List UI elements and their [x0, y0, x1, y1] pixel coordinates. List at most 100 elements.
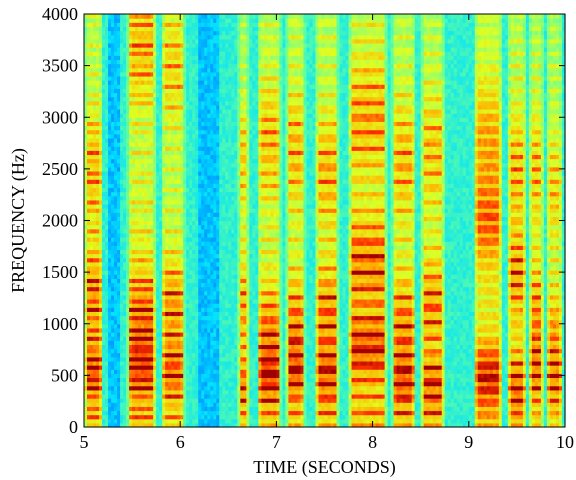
heatmap-cell	[96, 137, 100, 143]
heatmap-cell	[153, 261, 157, 267]
heatmap-cell	[204, 332, 208, 337]
heatmap-cell	[198, 220, 202, 226]
heatmap-cell	[213, 142, 217, 147]
heatmap-cell	[177, 121, 181, 127]
heatmap-cell	[201, 360, 205, 366]
heatmap-cell	[201, 121, 205, 127]
heatmap-cell	[174, 203, 178, 209]
heatmap-cell	[189, 307, 193, 312]
heatmap-cell	[162, 282, 166, 288]
heatmap-cell	[198, 373, 202, 379]
heatmap-cell	[186, 38, 190, 44]
heatmap-cell	[90, 22, 94, 27]
heatmap-cell	[150, 303, 154, 308]
heatmap-cell	[201, 241, 205, 246]
heatmap-cell	[195, 220, 199, 226]
heatmap-cell	[93, 422, 97, 428]
heatmap-cell	[201, 179, 205, 184]
heatmap-cell	[111, 113, 115, 118]
heatmap-cell	[210, 129, 214, 135]
heatmap-cell	[114, 270, 118, 275]
heatmap-cell	[177, 356, 181, 362]
heatmap-cell	[120, 418, 124, 424]
heatmap-cell	[117, 142, 121, 147]
heatmap-cell	[138, 422, 142, 428]
heatmap-cell	[168, 245, 172, 251]
heatmap-cell	[213, 249, 217, 255]
heatmap-cell	[138, 30, 142, 36]
heatmap-cell	[171, 249, 175, 255]
heatmap-cell	[87, 104, 91, 110]
heatmap-cell	[192, 294, 196, 300]
heatmap-cell	[138, 402, 142, 407]
heatmap-cell	[90, 71, 94, 77]
heatmap-cell	[210, 88, 214, 94]
heatmap-cell	[117, 67, 121, 73]
heatmap-cell	[150, 166, 154, 172]
heatmap-cell	[186, 18, 190, 23]
heatmap-cell	[90, 121, 94, 127]
heatmap-cell	[138, 187, 142, 193]
heatmap-cell	[189, 100, 193, 106]
heatmap-cell	[111, 286, 115, 292]
heatmap-cell	[105, 389, 109, 395]
heatmap-cell	[105, 42, 109, 48]
heatmap-cell	[84, 108, 88, 114]
heatmap-cell	[162, 154, 166, 160]
heatmap-cell	[126, 265, 130, 271]
heatmap-cell	[147, 154, 151, 160]
heatmap-cell	[174, 117, 178, 122]
heatmap-cell	[165, 14, 169, 19]
heatmap-cell	[144, 228, 148, 234]
heatmap-cell	[156, 175, 160, 180]
heatmap-cell	[183, 55, 187, 61]
heatmap-cell	[84, 100, 88, 106]
heatmap-cell	[219, 406, 223, 412]
heatmap-cell	[102, 80, 106, 85]
heatmap-cell	[192, 298, 196, 304]
heatmap-cell	[123, 183, 127, 189]
heatmap-cell	[195, 55, 199, 61]
heatmap-cell	[213, 146, 217, 151]
heatmap-cell	[87, 249, 91, 255]
heatmap-cell	[186, 129, 190, 135]
heatmap-cell	[156, 327, 160, 333]
heatmap-cell	[192, 253, 196, 259]
heatmap-cell	[219, 195, 223, 201]
heatmap-cell	[156, 298, 160, 304]
heatmap-cell	[180, 344, 184, 350]
heatmap-cell	[123, 389, 127, 395]
heatmap-cell	[120, 158, 124, 164]
heatmap-cell	[207, 385, 211, 391]
heatmap-cell	[87, 47, 91, 52]
heatmap-cell	[111, 369, 115, 374]
heatmap-cell	[87, 290, 91, 296]
heatmap-cell	[177, 80, 181, 85]
heatmap-cell	[186, 344, 190, 350]
heatmap-cell	[141, 108, 145, 114]
heatmap-cell	[150, 34, 154, 40]
heatmap-cell	[204, 290, 208, 296]
heatmap-cell	[132, 373, 136, 379]
heatmap-cell	[150, 26, 154, 32]
heatmap-cell	[126, 389, 130, 395]
heatmap-cell	[105, 108, 109, 114]
heatmap-cell	[126, 30, 130, 36]
heatmap-cell	[138, 377, 142, 383]
heatmap-cell	[150, 158, 154, 164]
heatmap-cell	[141, 117, 145, 122]
heatmap-cell	[174, 137, 178, 143]
heatmap-cell	[219, 208, 223, 213]
heatmap-cell	[216, 402, 220, 407]
heatmap-cell	[135, 365, 139, 370]
heatmap-cell	[201, 30, 205, 36]
heatmap-cell	[156, 96, 160, 102]
heatmap-cell	[216, 336, 220, 341]
heatmap-cell	[186, 414, 190, 420]
heatmap-cell	[99, 203, 103, 209]
heatmap-cell	[96, 158, 100, 164]
heatmap-cell	[207, 414, 211, 420]
heatmap-cell	[174, 34, 178, 40]
heatmap-cell	[84, 42, 88, 48]
heatmap-cell	[126, 344, 130, 350]
